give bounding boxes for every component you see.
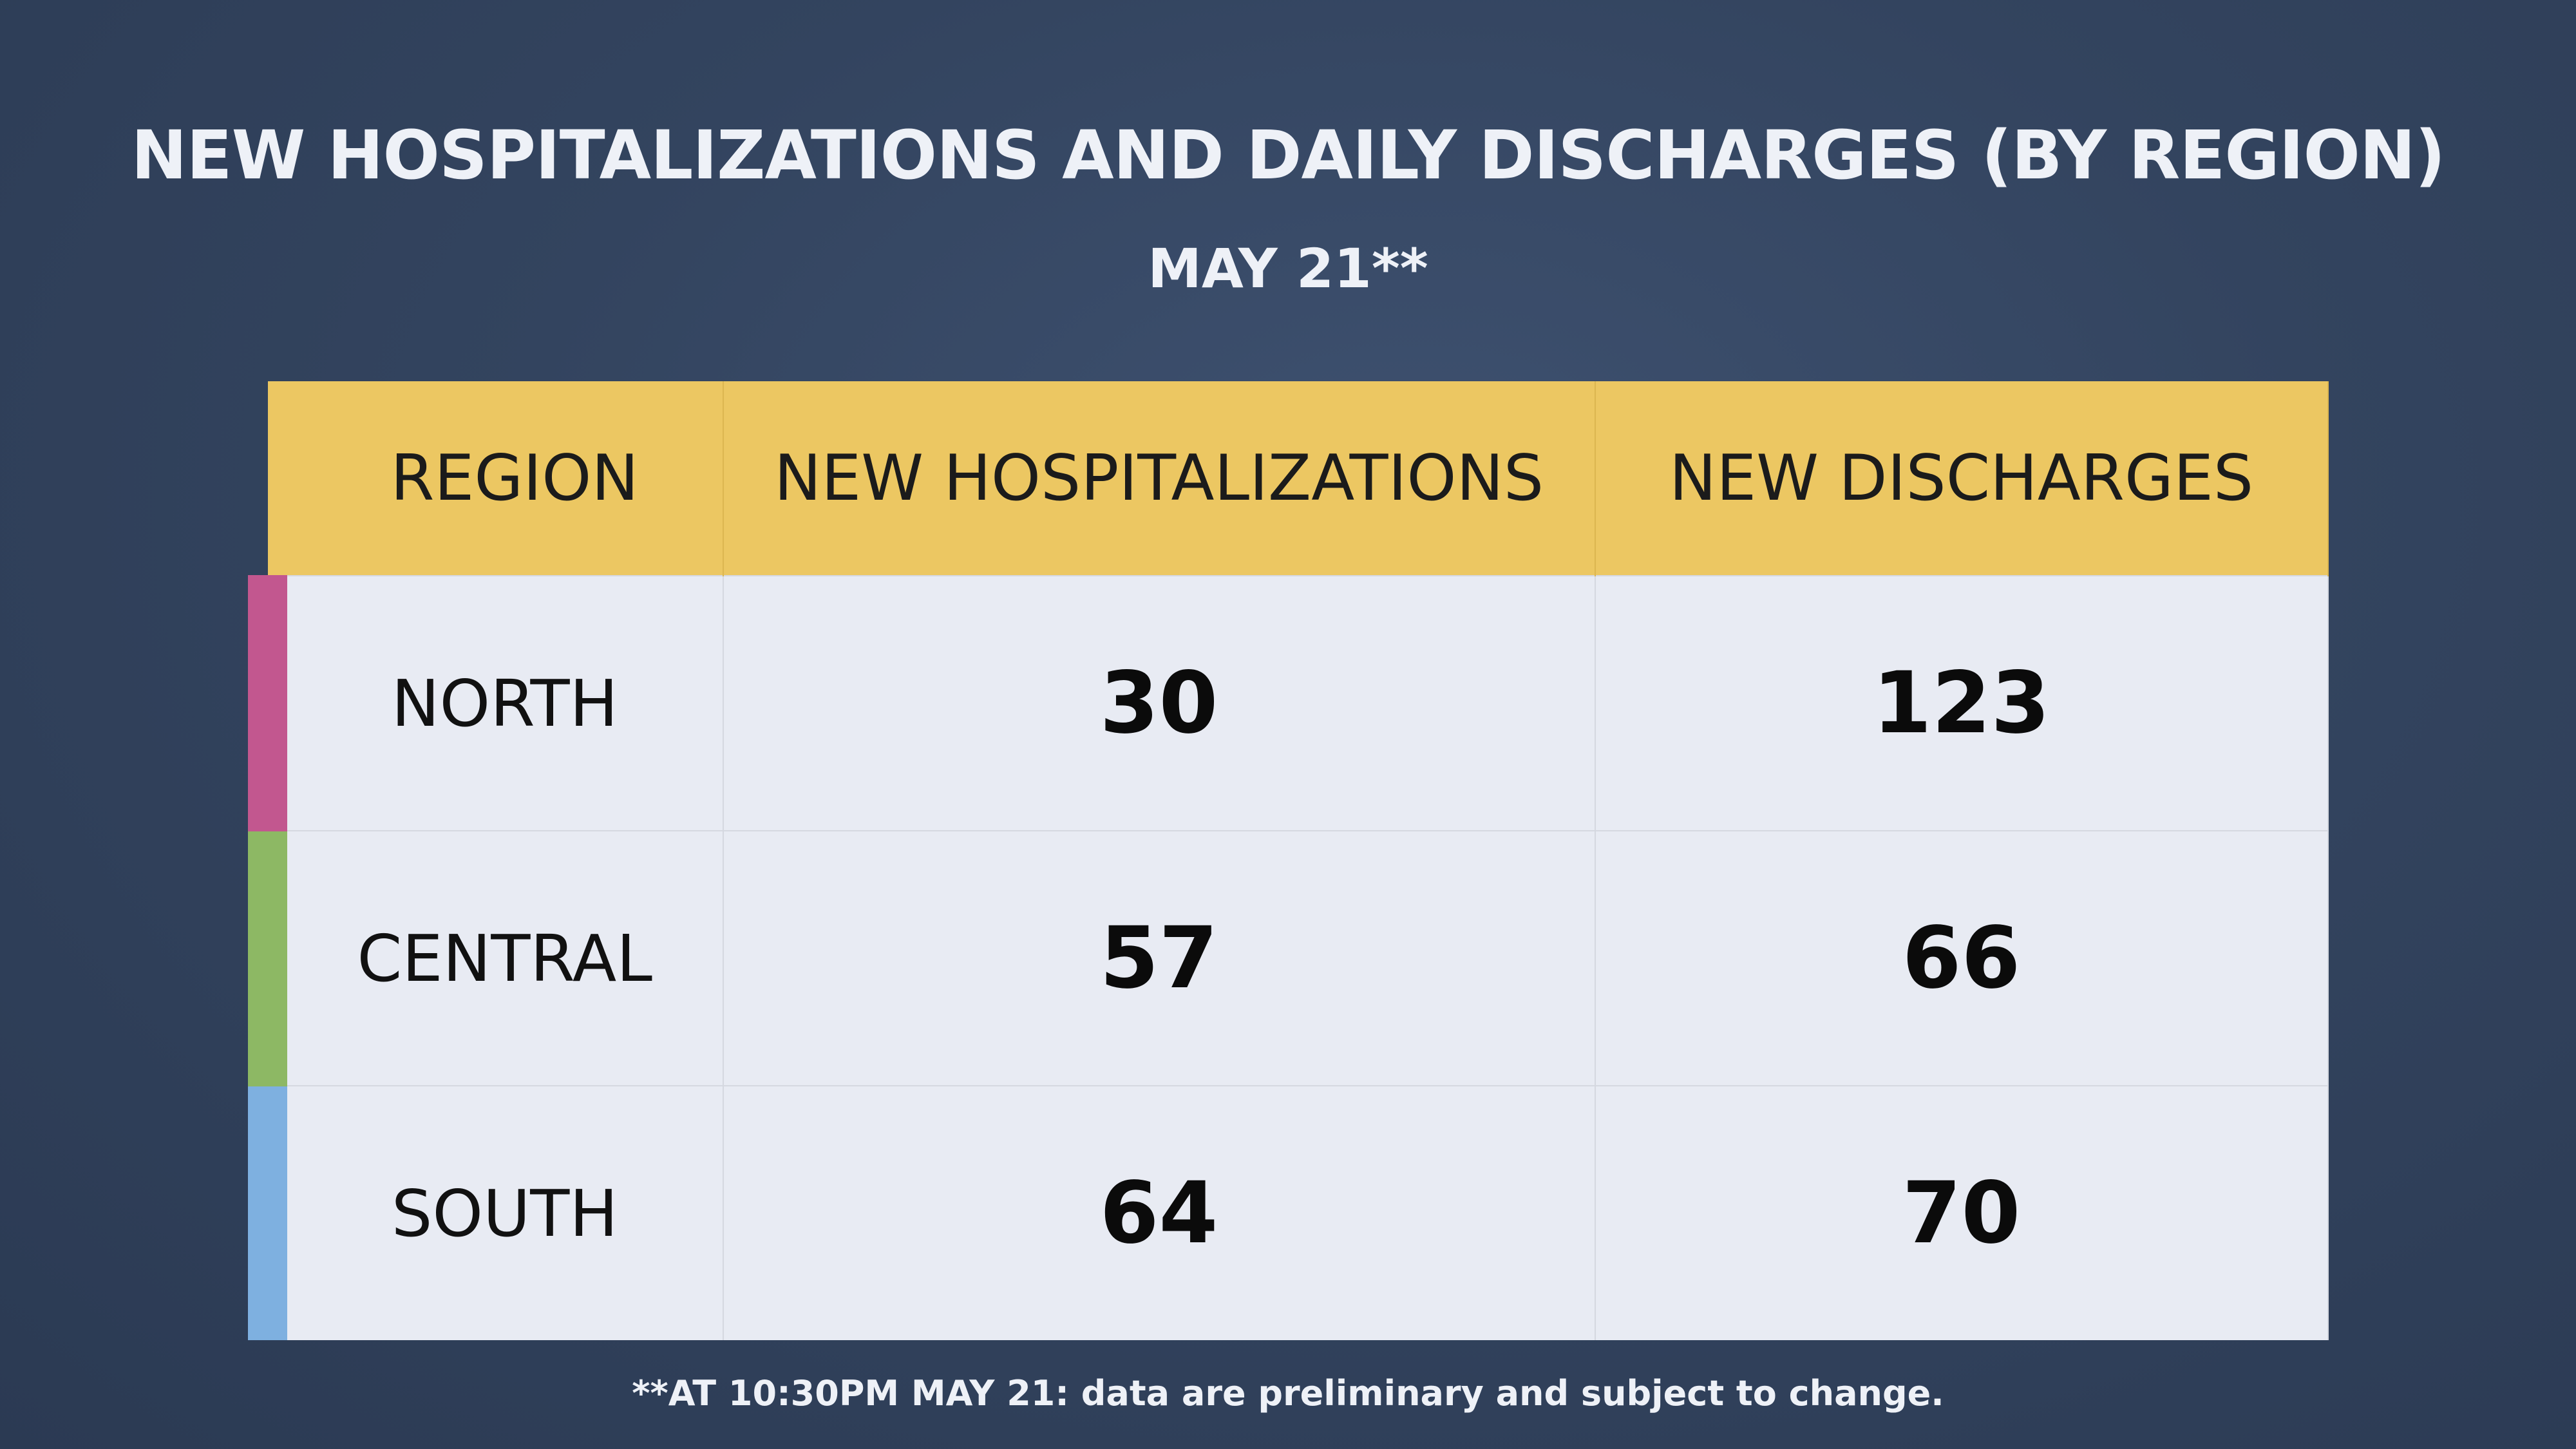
column-header: NEW HOSPITALIZATIONS	[723, 381, 1596, 576]
region-cell: NORTH	[248, 575, 724, 831]
header-row: REGION NEW HOSPITALIZATIONS NEW DISCHARG…	[267, 381, 2329, 576]
table-row: CENTRAL 57 66	[248, 830, 2329, 1086]
title: NEW HOSPITALIZATIONS AND DAILY DISCHARGE…	[131, 116, 2446, 194]
data-table: REGION NEW HOSPITALIZATIONS NEW DISCHARG…	[248, 381, 2329, 1340]
subtitle: MAY 21**	[1148, 237, 1428, 300]
value-cell: 57	[723, 830, 1596, 1086]
value-cell: 123	[1595, 575, 2329, 831]
footnote: **AT 10:30PM MAY 21: data are preliminar…	[632, 1373, 1944, 1414]
column-header: NEW DISCHARGES	[1595, 381, 2329, 576]
value-cell: 70	[1595, 1085, 2329, 1340]
column-header: REGION	[267, 381, 724, 576]
table-row: NORTH 30 123	[248, 575, 2329, 831]
value-cell: 30	[723, 575, 1596, 831]
value-cell: 66	[1595, 830, 2329, 1086]
region-cell: SOUTH	[248, 1085, 724, 1340]
table-row: SOUTH 64 70	[248, 1085, 2329, 1340]
region-cell: CENTRAL	[248, 830, 724, 1086]
value-cell: 64	[723, 1085, 1596, 1340]
